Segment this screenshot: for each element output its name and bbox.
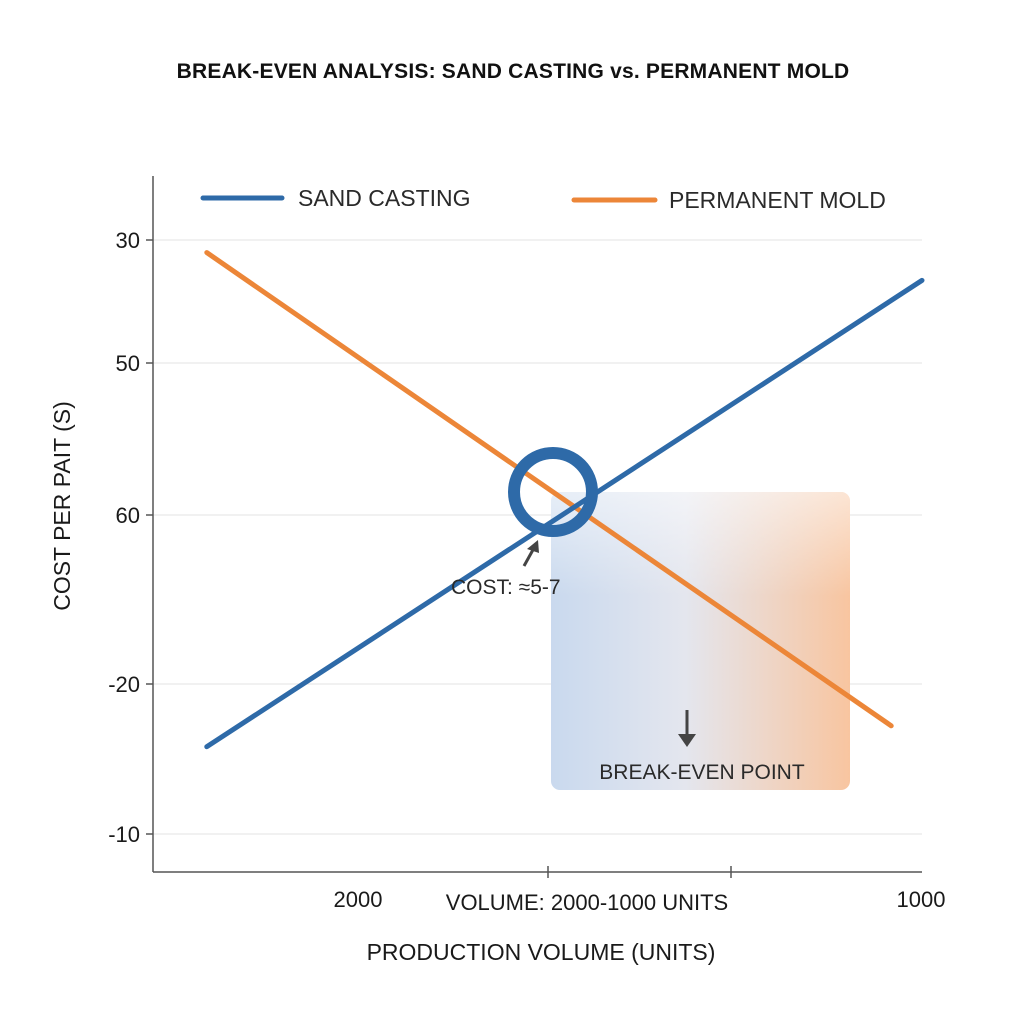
cost-annotation: COST: ≈5-7	[451, 576, 561, 599]
x-ticks	[547, 866, 732, 878]
break-even-label: BREAK-EVEN POINT	[599, 761, 805, 784]
break-even-marker	[508, 447, 598, 537]
y-tick-label: 50	[116, 351, 140, 376]
x-center-label: VOLUME: 2000-1000 UNITS	[446, 890, 728, 915]
x-tick-label-right: 1000	[897, 887, 946, 912]
y-tick-label: -10	[108, 822, 140, 847]
legend: SAND CASTING PERMANENT MOLD	[200, 185, 886, 213]
y-tick-label: 60	[116, 503, 140, 528]
y-tick-label: 30	[116, 228, 140, 253]
x-axis-title: PRODUCTION VOLUME (UNITS)	[367, 939, 716, 965]
y-tick-label: -20	[108, 672, 140, 697]
break-even-region-fade	[551, 492, 850, 790]
down-arrow-icon	[678, 710, 696, 747]
series-line-permanent-mold	[204, 250, 894, 729]
chart-title: BREAK-EVEN ANALYSIS: SAND CASTING vs. PE…	[177, 60, 850, 83]
x-tick-label-left: 2000	[334, 887, 383, 912]
series-line-sand-casting	[204, 277, 925, 750]
legend-label-sand-casting: SAND CASTING	[298, 185, 471, 211]
grid	[146, 239, 922, 835]
series-lines	[204, 250, 925, 750]
y-tick-labels: 30 50 60 -20 -10	[108, 228, 140, 847]
legend-label-permanent-mold: PERMANENT MOLD	[669, 187, 886, 213]
y-axis-title: COST PER PAIT (S)	[49, 401, 75, 611]
cost-arrow-icon	[522, 540, 539, 567]
